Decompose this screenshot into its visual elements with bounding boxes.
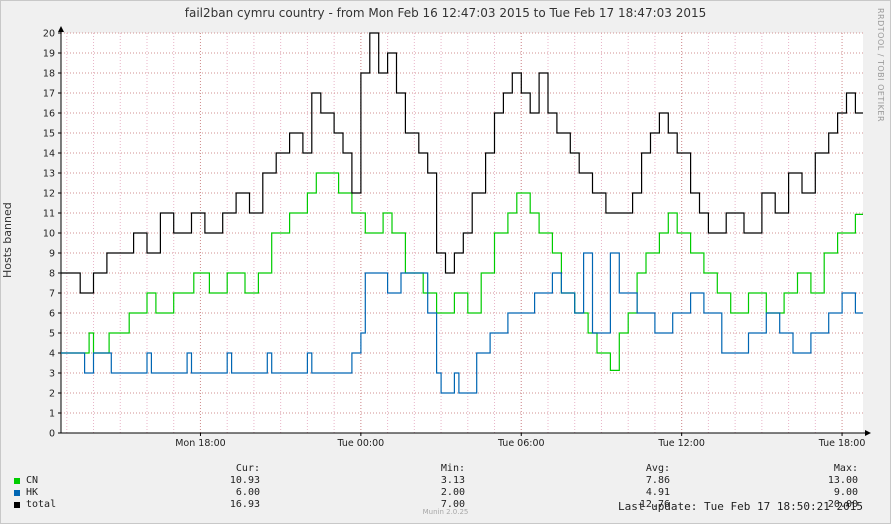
munin-version: Munin 2.0.25 bbox=[422, 508, 469, 516]
legend-max-hk: 9.00 bbox=[833, 487, 858, 498]
legend-max-total: 20.00 bbox=[827, 499, 858, 510]
x-tick-label: Tue 12:00 bbox=[657, 438, 705, 449]
x-axis-arrow bbox=[865, 430, 871, 436]
series-hk-line bbox=[61, 252, 863, 394]
legend-avg-cn: 7.86 bbox=[645, 475, 670, 486]
legend-header-avg: Avg: bbox=[645, 463, 670, 474]
legend-max-cn: 13.00 bbox=[827, 475, 858, 486]
y-tick-label: 18 bbox=[43, 69, 55, 80]
legend-avg-hk: 4.91 bbox=[645, 487, 670, 498]
legend-header-row: Cur: Min: Avg: Max: bbox=[0, 463, 891, 475]
graph-title: fail2ban cymru country - from Mon Feb 16… bbox=[184, 6, 707, 20]
series-cn-line bbox=[61, 172, 863, 371]
y-tick-label: 2 bbox=[49, 389, 55, 400]
y-tick-label: 8 bbox=[49, 269, 55, 280]
y-tick-label: 3 bbox=[49, 369, 55, 380]
y-tick-label: 9 bbox=[49, 249, 55, 260]
x-tick-label: Tue 18:00 bbox=[818, 438, 866, 449]
x-tick-label: Mon 18:00 bbox=[175, 438, 225, 449]
legend-cur-hk: 6.00 bbox=[235, 487, 260, 498]
y-tick-label: 6 bbox=[49, 309, 55, 320]
y-tick-label: 10 bbox=[43, 229, 55, 240]
legend-row-hk: HK 6.00 2.00 4.91 9.00 bbox=[0, 487, 891, 499]
y-tick-label: 16 bbox=[43, 109, 55, 120]
y-tick-label: 7 bbox=[49, 289, 55, 300]
y-tick-label: 1 bbox=[49, 409, 55, 420]
legend-min-cn: 3.13 bbox=[440, 475, 465, 486]
legend-avg-total: 12.76 bbox=[639, 499, 670, 510]
plot-background bbox=[61, 33, 863, 433]
legend-row-cn: CN 10.93 3.13 7.86 13.00 bbox=[0, 475, 891, 487]
y-tick-label: 0 bbox=[49, 429, 55, 440]
rrdtool-credit: RRDTOOL / TOBI OETIKER bbox=[876, 8, 885, 123]
y-tick-label: 20 bbox=[43, 29, 55, 40]
legend-name-total: total bbox=[26, 499, 57, 510]
x-tick-label: Tue 00:00 bbox=[337, 438, 385, 449]
y-axis-arrow bbox=[58, 26, 64, 32]
y-tick-label: 13 bbox=[43, 169, 55, 180]
legend-min-hk: 2.00 bbox=[440, 487, 465, 498]
series-lines bbox=[61, 32, 863, 394]
legend-swatch-hk bbox=[14, 490, 20, 496]
x-tick-label: Tue 06:00 bbox=[497, 438, 545, 449]
legend-swatch-cn bbox=[14, 478, 20, 484]
legend-cur-cn: 10.93 bbox=[229, 475, 260, 486]
legend-header-cur: Cur: bbox=[235, 463, 260, 474]
legend-name-cn: CN bbox=[26, 475, 39, 486]
legend-swatch-total bbox=[14, 502, 20, 508]
y-tick-label: 12 bbox=[43, 189, 55, 200]
legend-header-min: Min: bbox=[440, 463, 465, 474]
legend-cur-total: 16.93 bbox=[229, 499, 260, 510]
series-total-line bbox=[61, 32, 863, 294]
y-tick-label: 19 bbox=[43, 49, 55, 60]
last-update-text: Last update: Tue Feb 17 18:50:21 2015 bbox=[617, 500, 863, 513]
legend-row-total: total 16.93 7.00 12.76 20.00 bbox=[0, 499, 891, 511]
legend-name-hk: HK bbox=[26, 487, 39, 498]
y-tick-label: 14 bbox=[43, 149, 55, 160]
y-tick-label: 4 bbox=[49, 349, 55, 360]
y-tick-label: 15 bbox=[43, 129, 55, 140]
legend-min-total: 7.00 bbox=[440, 499, 465, 510]
y-tick-label: 5 bbox=[49, 329, 55, 340]
y-tick-label: 17 bbox=[43, 89, 55, 100]
y-tick-label: 11 bbox=[43, 209, 55, 220]
legend-header-max: Max: bbox=[833, 463, 858, 474]
